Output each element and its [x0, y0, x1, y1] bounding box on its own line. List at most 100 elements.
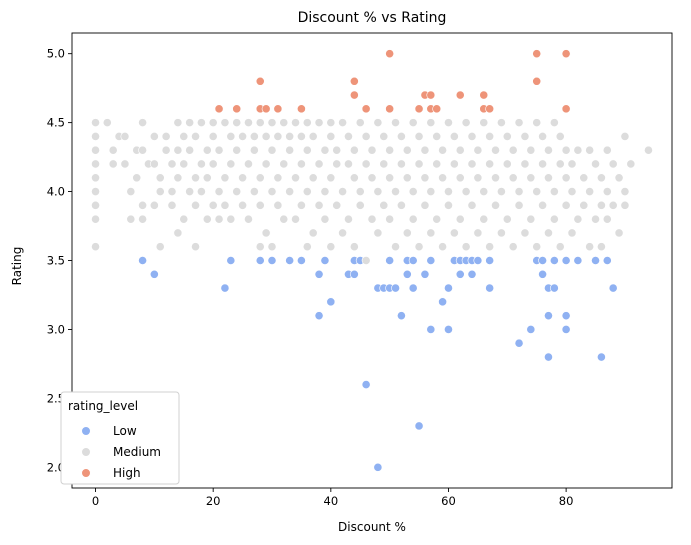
data-point-medium: [126, 187, 136, 196]
data-point-low: [549, 283, 559, 293]
data-point-medium: [261, 228, 271, 238]
data-point-medium: [555, 132, 565, 141]
data-point-medium: [391, 187, 400, 196]
data-point-medium: [491, 173, 500, 183]
data-point-medium: [226, 132, 236, 141]
data-point-medium: [91, 173, 100, 183]
y-tick-label: 4.5: [47, 116, 65, 130]
data-point-medium: [279, 159, 289, 169]
data-point-medium: [208, 132, 218, 141]
data-point-low: [455, 269, 465, 279]
data-point-medium: [185, 145, 195, 155]
data-point-medium: [397, 200, 406, 210]
data-point-low: [267, 256, 277, 265]
legend-marker-medium: [81, 447, 91, 457]
data-point-medium: [367, 145, 377, 155]
data-point-low: [397, 311, 406, 321]
data-point-medium: [191, 132, 200, 141]
data-point-medium: [208, 159, 218, 169]
data-point-medium: [249, 132, 259, 141]
data-point-low: [314, 269, 324, 279]
data-point-medium: [220, 200, 230, 210]
chart-title: Discount % vs Rating: [298, 10, 447, 26]
data-point-medium: [455, 214, 465, 224]
data-point-medium: [497, 187, 506, 196]
data-point-medium: [173, 145, 183, 155]
data-point-high: [532, 49, 542, 59]
data-point-medium: [155, 242, 165, 252]
data-point-medium: [332, 159, 342, 169]
data-point-medium: [508, 145, 518, 155]
data-point-medium: [167, 200, 177, 210]
data-point-medium: [302, 187, 312, 196]
data-point-medium: [597, 200, 606, 210]
data-point-medium: [238, 132, 247, 141]
data-point-medium: [426, 187, 436, 196]
legend-label-high: High: [113, 466, 141, 480]
data-point-medium: [326, 132, 336, 141]
data-point-medium: [502, 159, 512, 169]
data-point-medium: [244, 214, 253, 224]
data-point-low: [255, 256, 265, 265]
data-point-medium: [626, 159, 636, 169]
data-point-medium: [379, 159, 389, 169]
data-point-medium: [314, 200, 324, 210]
data-point-medium: [514, 118, 524, 128]
data-point-medium: [361, 256, 371, 265]
data-point-medium: [479, 187, 489, 196]
data-point-medium: [461, 187, 471, 196]
data-point-medium: [420, 145, 430, 155]
y-tick-label: 5.0: [47, 47, 65, 61]
data-point-low: [444, 325, 453, 334]
data-point-medium: [620, 187, 630, 196]
data-point-medium: [414, 242, 424, 252]
data-point-medium: [491, 145, 500, 155]
data-point-medium: [591, 214, 600, 224]
data-point-medium: [361, 132, 371, 141]
data-point-low: [285, 256, 295, 265]
data-point-low: [514, 338, 524, 348]
data-point-low: [385, 256, 395, 265]
data-point-medium: [502, 132, 512, 141]
data-point-medium: [532, 242, 542, 252]
data-point-medium: [402, 173, 412, 183]
data-point-low: [485, 283, 495, 293]
legend-marker-low: [81, 426, 91, 436]
data-point-medium: [191, 173, 200, 183]
data-point-low: [408, 283, 418, 293]
data-point-medium: [602, 214, 612, 224]
data-point-medium: [473, 145, 483, 155]
data-point-medium: [308, 228, 318, 238]
data-point-low: [538, 256, 547, 265]
data-point-medium: [332, 145, 342, 155]
data-point-high: [414, 104, 424, 114]
data-point-low: [408, 256, 418, 265]
data-point-medium: [502, 214, 512, 224]
data-point-medium: [597, 173, 606, 183]
data-point-medium: [444, 187, 453, 196]
data-point-medium: [102, 118, 112, 128]
data-point-medium: [379, 132, 389, 141]
data-point-high: [361, 104, 371, 114]
data-point-medium: [238, 200, 247, 210]
data-point-medium: [432, 214, 442, 224]
data-point-medium: [455, 145, 465, 155]
x-tick-label: 40: [324, 494, 339, 508]
data-point-medium: [285, 132, 295, 141]
data-point-medium: [602, 145, 612, 155]
data-point-medium: [302, 242, 312, 252]
data-point-medium: [197, 187, 206, 196]
data-point-medium: [361, 159, 371, 169]
data-point-low: [426, 256, 436, 265]
data-point-medium: [173, 173, 183, 183]
data-point-medium: [408, 118, 418, 128]
data-point-low: [349, 269, 359, 279]
data-point-medium: [167, 187, 177, 196]
y-axis-label: Rating: [10, 247, 24, 286]
data-point-low: [326, 297, 336, 307]
data-point-medium: [214, 187, 224, 196]
data-point-low: [597, 352, 606, 362]
data-point-medium: [226, 159, 236, 169]
data-point-low: [138, 256, 147, 265]
